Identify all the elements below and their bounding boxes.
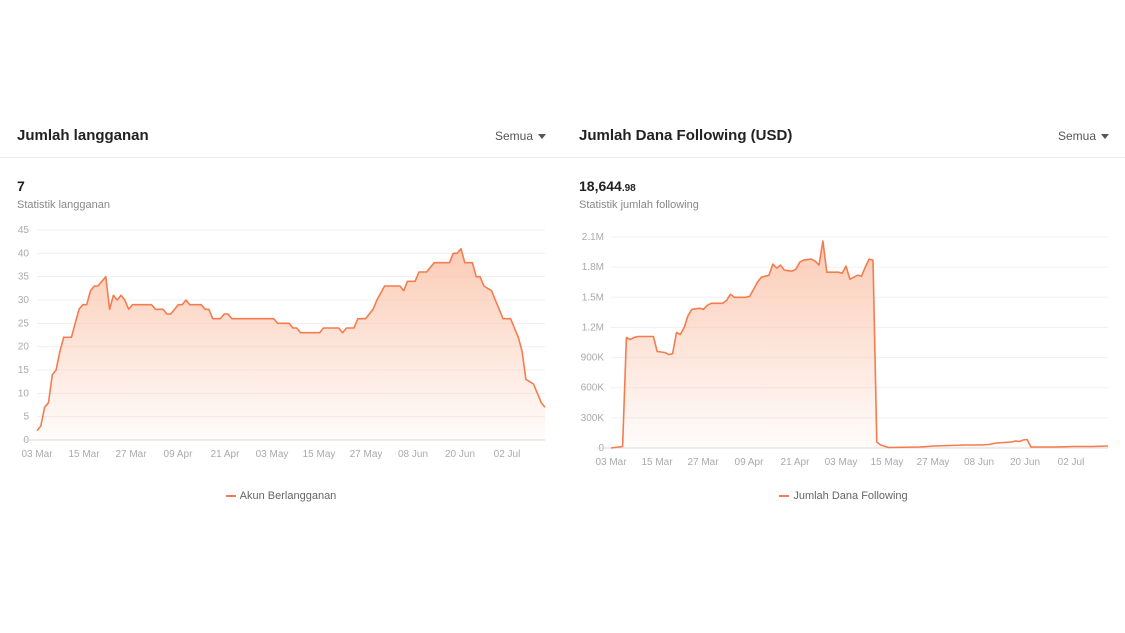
y-tick-label: 45 (18, 225, 30, 236)
caret-down-icon (1101, 133, 1109, 139)
y-tick-label: 40 (18, 248, 30, 259)
series-area (37, 248, 545, 440)
y-tick-label: 1.5M (582, 292, 604, 303)
x-tick-label: 08 Jun (398, 449, 428, 460)
x-tick-label: 27 May (917, 457, 950, 468)
x-tick-label: 03 May (256, 449, 289, 460)
value-main: 7 (17, 178, 25, 194)
x-tick-label: 15 Mar (641, 457, 673, 468)
y-tick-label: 1.8M (582, 262, 604, 273)
y-tick-label: 900K (581, 353, 605, 364)
caret-down-icon (538, 133, 546, 139)
panel-title: Jumlah langganan (17, 127, 149, 144)
subscription-panel: Jumlah langganan Semua 7 Statistik langg… (0, 112, 562, 522)
total-value: 7 (17, 178, 25, 194)
x-tick-label: 03 Mar (21, 449, 53, 460)
x-tick-label: 20 Jun (1010, 457, 1040, 468)
y-tick-label: 300K (581, 413, 605, 424)
series-line (36, 247, 546, 432)
x-tick-label: 15 May (303, 449, 336, 460)
x-tick-label: 27 Mar (687, 457, 719, 468)
y-tick-label: 25 (18, 318, 30, 329)
legend-swatch (779, 495, 790, 498)
value-decimal: .98 (621, 183, 636, 194)
panel-subtitle: Statistik jumlah following (579, 199, 699, 211)
y-tick-label: 35 (18, 272, 30, 283)
y-tick-label: 2.1M (582, 232, 604, 243)
y-tick-label: 1.2M (582, 322, 604, 333)
filter-label: Semua (1057, 129, 1096, 143)
panel-subtitle: Statistik langganan (17, 199, 110, 211)
x-tick-label: 08 Jun (964, 457, 994, 468)
x-tick-label: 09 Apr (735, 457, 765, 468)
chart-legend[interactable]: Jumlah Dana Following (562, 490, 1125, 502)
series-line (610, 240, 1109, 449)
chart-legend[interactable]: Akun Berlangganan (0, 490, 562, 502)
y-tick-label: 5 (23, 412, 29, 423)
panel-header: Jumlah Dana Following (USD) Semua (562, 112, 1125, 158)
legend-swatch (225, 495, 236, 498)
x-tick-label: 02 Jul (1058, 457, 1085, 468)
x-tick-label: 21 Apr (781, 457, 811, 468)
value-main: 18,644 (579, 178, 622, 194)
following-fund-panel: Jumlah Dana Following (USD) Semua 18,644… (562, 112, 1125, 522)
legend-label: Jumlah Dana Following (793, 490, 908, 502)
y-tick-label: 10 (18, 388, 30, 399)
total-value: 18,644.98 (579, 178, 636, 194)
y-tick-label: 15 (18, 365, 30, 376)
panel-title: Jumlah Dana Following (USD) (579, 127, 793, 144)
x-tick-label: 20 Jun (445, 449, 475, 460)
series-area (611, 241, 1108, 448)
period-filter-dropdown[interactable]: Semua (1058, 129, 1109, 143)
y-tick-label: 20 (18, 342, 30, 353)
x-tick-label: 27 Mar (115, 449, 147, 460)
x-tick-label: 15 May (871, 457, 904, 468)
y-tick-label: 30 (18, 295, 30, 306)
x-tick-label: 03 Mar (595, 457, 627, 468)
x-tick-label: 02 Jul (494, 449, 521, 460)
y-tick-label: 600K (581, 383, 605, 394)
x-tick-label: 03 May (825, 457, 858, 468)
x-tick-label: 09 Apr (164, 449, 194, 460)
legend-label: Akun Berlangganan (239, 490, 337, 502)
panel-header: Jumlah langganan Semua (0, 112, 562, 158)
x-tick-label: 27 May (350, 449, 383, 460)
x-tick-label: 15 Mar (68, 449, 100, 460)
period-filter-dropdown[interactable]: Semua (495, 129, 546, 143)
filter-label: Semua (494, 129, 533, 143)
x-tick-label: 21 Apr (211, 449, 241, 460)
